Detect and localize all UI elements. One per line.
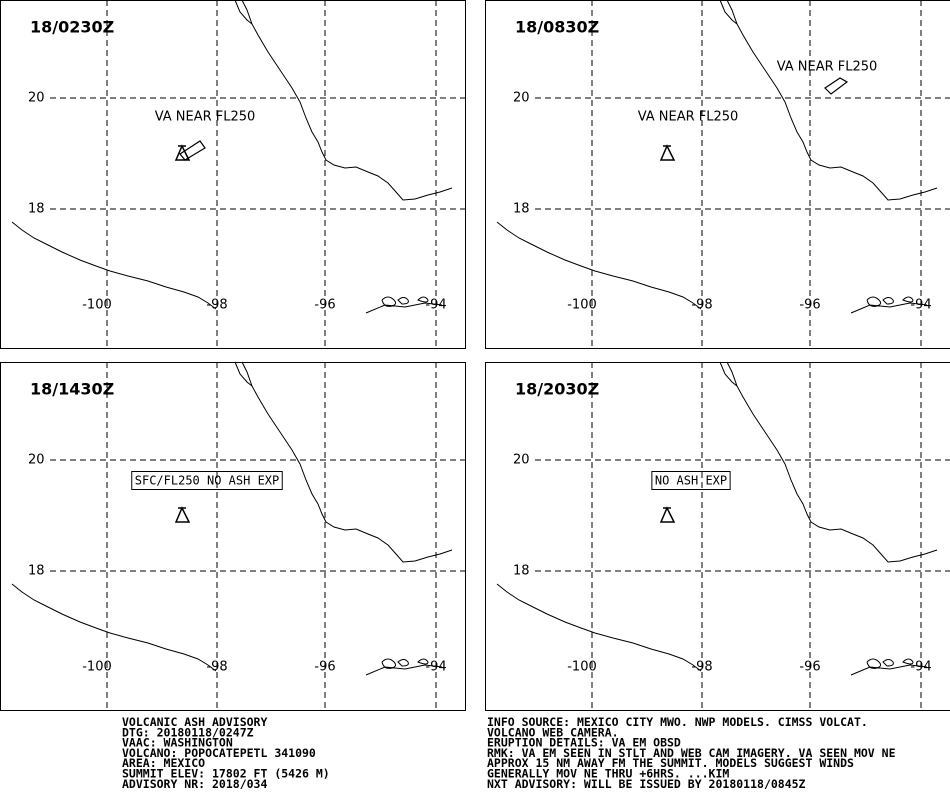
latitude-label: 18	[513, 202, 530, 217]
advisory-line: VOLCANO WEB CAMERA.	[487, 725, 619, 739]
volcano-symbol	[659, 506, 676, 523]
advisory-line: VAAC: WASHINGTON	[122, 736, 233, 750]
map-panel: 20 18 -100 -98 -96 -94 18/2030Z NO ASH EXP	[485, 361, 950, 711]
valid-time: 18/1430Z	[30, 380, 114, 399]
advisory-line: NXT ADVISORY: WILL BE ISSUED BY 20180118…	[487, 777, 806, 791]
map-panel: 20 18 -100 -98 -96 -94 18/0830Z VA NEAR FL250 VA…	[485, 0, 950, 349]
longitude-label: -96	[799, 660, 820, 675]
annotation: SFC/FL250 NO ASH EXP	[135, 474, 280, 488]
valid-time: 18/0830Z	[515, 18, 599, 37]
annotation: VA NEAR FL250	[777, 60, 878, 75]
annotation: VA NEAR FL250	[638, 110, 739, 125]
longitude-label: -98	[206, 660, 227, 675]
latitude-label: 20	[513, 91, 530, 106]
volcano-symbol	[174, 144, 191, 161]
map-panel: 20 18 -100 -98 -96 -94 18/1430Z SFC/FL250 NO AS…	[0, 361, 466, 711]
longitude-label: -100	[567, 298, 597, 313]
latitude-label: 20	[28, 91, 45, 106]
map-panel: 20 18 -100 -98 -96 -94 18/0230Z VA NEAR FL250	[0, 0, 466, 349]
longitude-label: -96	[799, 298, 820, 313]
longitude-label: -96	[314, 660, 335, 675]
longitude-label: -96	[314, 298, 335, 313]
advisory-line: VOLCANO: POPOCATEPETL 341090	[122, 746, 316, 760]
advisory-line: SUMMIT ELEV: 17802 FT (5426 M)	[122, 767, 330, 781]
panel-frame	[485, 0, 950, 349]
longitude-label: -94	[910, 298, 931, 313]
advisory-line: APPROX 15 NM AWAY FM THE SUMMIT. MODELS …	[487, 756, 854, 770]
valid-time: 18/2030Z	[515, 380, 599, 399]
volcano-symbol	[659, 144, 676, 161]
longitude-label: -98	[206, 298, 227, 313]
longitude-label: -100	[82, 660, 112, 675]
panel-frame	[0, 0, 466, 349]
annotation-box	[651, 471, 731, 490]
advisory-line: INFO SOURCE: MEXICO CITY MWO. NWP MODELS…	[487, 715, 868, 729]
annotation-box	[131, 471, 283, 490]
longitude-label: -98	[691, 298, 712, 313]
longitude-label: -94	[425, 298, 446, 313]
panel-frame	[0, 362, 466, 711]
longitude-label: -94	[910, 660, 931, 675]
valid-time: 18/0230Z	[30, 18, 114, 37]
longitude-label: -94	[425, 660, 446, 675]
longitude-label: -100	[567, 660, 597, 675]
advisory-line: VOLCANIC ASH ADVISORY	[122, 715, 267, 729]
advisory-line: ERUPTION DETAILS: VA EM OBSD	[487, 736, 681, 750]
advisory-line: AREA: MEXICO	[122, 756, 205, 770]
longitude-label: -100	[82, 298, 112, 313]
latitude-label: 18	[28, 202, 45, 217]
ash-area	[824, 77, 849, 95]
latitude-label: 20	[28, 453, 45, 468]
latitude-label: 18	[513, 564, 530, 579]
annotation: VA NEAR FL250	[155, 110, 256, 125]
latitude-label: 18	[28, 564, 45, 579]
longitude-label: -98	[691, 660, 712, 675]
volcano-symbol	[174, 506, 191, 523]
advisory-line: GENERALLY MOV NE THRU +6HRS. ...KIM	[487, 767, 729, 781]
ash-area	[179, 140, 206, 161]
latitude-label: 20	[513, 453, 530, 468]
panel-frame	[485, 362, 950, 711]
advisory-line: DTG: 20180118/0247Z	[122, 725, 254, 739]
advisory-line: RMK: VA EM SEEN IN STLT AND WEB CAM IMAG…	[487, 746, 896, 760]
advisory-line: ADVISORY NR: 2018/034	[122, 777, 267, 791]
annotation: NO ASH EXP	[655, 474, 727, 488]
